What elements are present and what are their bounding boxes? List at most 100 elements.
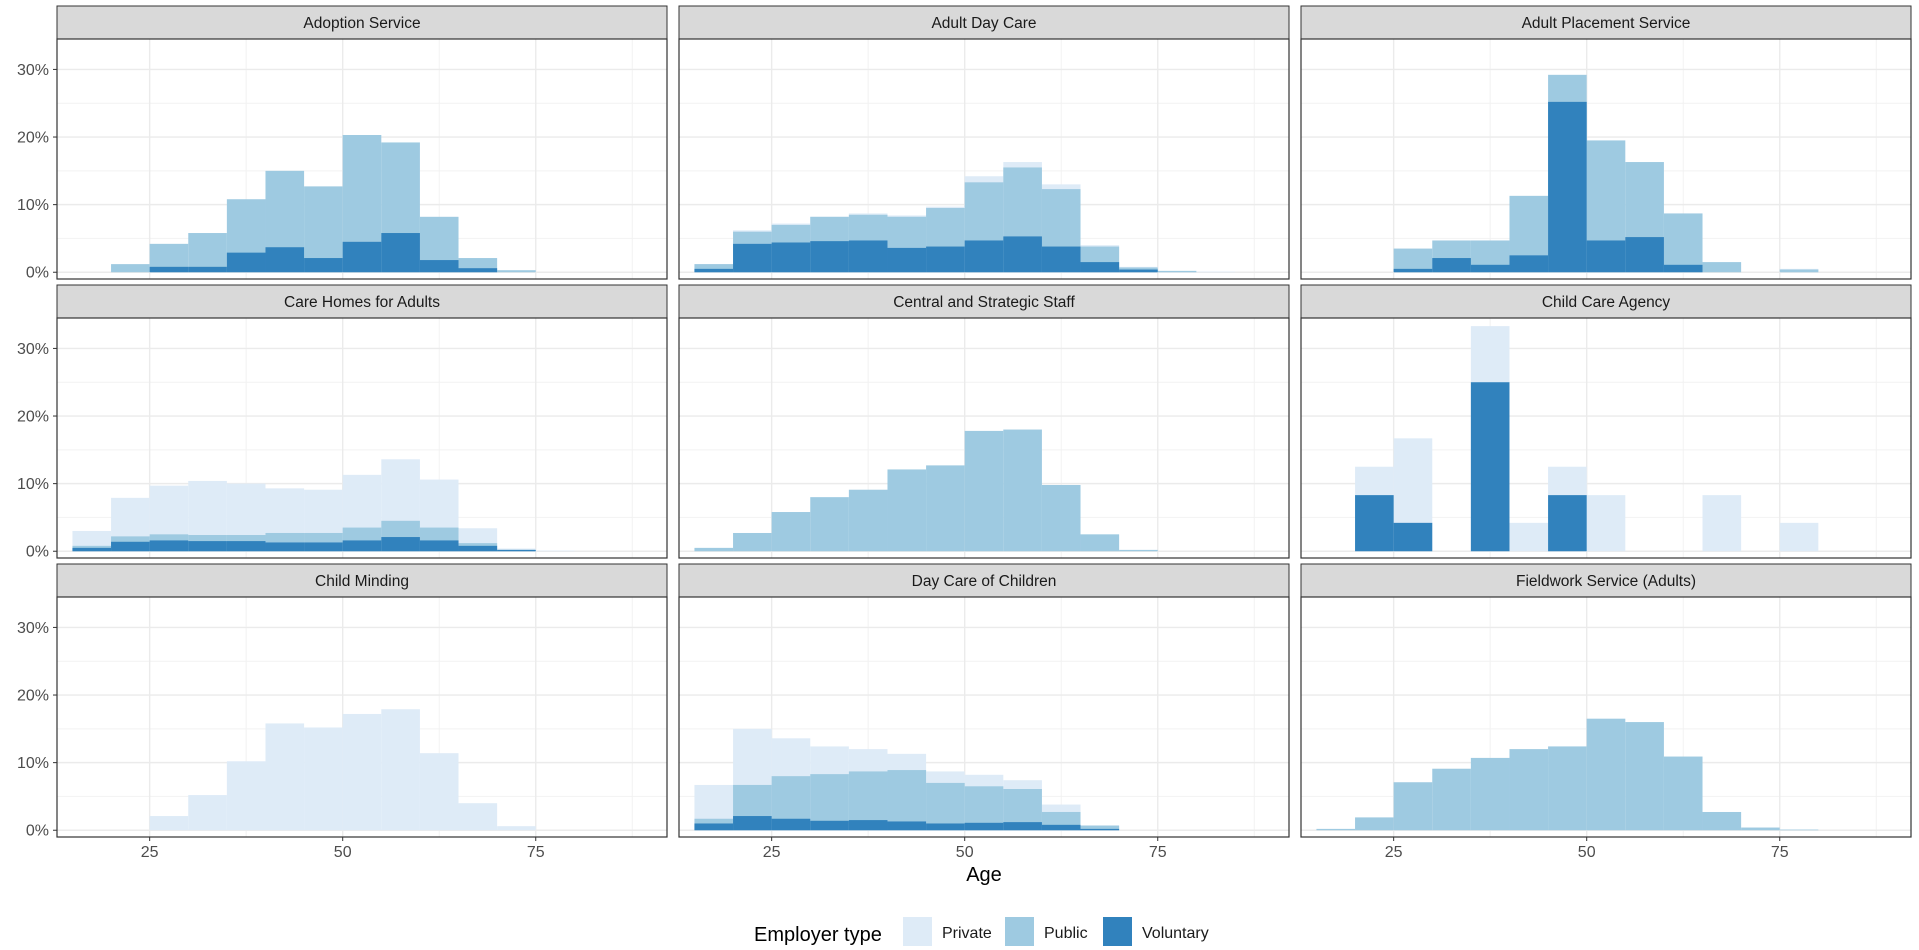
y-tick-label: 0% <box>26 823 49 840</box>
histogram-bar <box>1393 268 1433 273</box>
bars <box>111 135 536 273</box>
facet-title: Day Care of Children <box>912 573 1057 590</box>
histogram-bar <box>1509 522 1549 552</box>
histogram-bar <box>381 709 420 831</box>
histogram-bar <box>694 823 734 831</box>
histogram-bar <box>1393 522 1433 552</box>
histogram-bar <box>419 260 459 273</box>
legend-items: Private Public Voluntary <box>903 917 1209 946</box>
x-tick-label: 50 <box>334 844 352 861</box>
histogram-bar <box>1119 549 1158 552</box>
y-tick-label: 10% <box>17 476 49 493</box>
histogram-bar <box>419 540 459 552</box>
facet-title: Adoption Service <box>303 15 420 32</box>
histogram-bar <box>1779 829 1819 831</box>
facet-strip <box>56 563 668 598</box>
histogram-bar <box>188 233 227 273</box>
histogram-bar <box>1196 271 1235 273</box>
histogram-bar <box>964 822 1004 831</box>
histogram-bar <box>149 540 189 552</box>
histogram-bar <box>1663 756 1703 831</box>
histogram-bar <box>1393 248 1433 273</box>
histogram-bar <box>733 243 772 273</box>
y-tick-label: 10% <box>17 755 49 772</box>
histogram-bar <box>1702 811 1742 831</box>
histogram-bar <box>1548 101 1587 273</box>
histogram-bar <box>342 713 382 831</box>
facet-strip <box>56 284 668 319</box>
bars <box>149 709 536 831</box>
histogram-bar <box>1509 255 1549 273</box>
legend-key <box>1103 917 1132 946</box>
histogram-bar <box>188 541 227 552</box>
histogram-bar <box>265 247 305 273</box>
legend-label: Private <box>942 925 992 942</box>
panel-border <box>56 38 668 280</box>
facet-panel: Child Care Agency <box>1300 284 1912 559</box>
histogram-bar <box>149 816 189 831</box>
legend-key <box>903 917 932 946</box>
facet-panel: Day Care of Children 25 50 75 <box>678 563 1290 861</box>
histogram-bar <box>848 240 888 273</box>
histogram-bar <box>694 268 734 273</box>
histogram-bar <box>1041 484 1081 552</box>
histogram-bar <box>926 465 965 552</box>
facet-title: Adult Placement Service <box>1522 15 1691 32</box>
histogram-bar <box>226 761 266 831</box>
x-tick-label: 25 <box>1385 844 1403 861</box>
histogram-bar <box>1702 262 1742 273</box>
histogram-bar <box>265 723 305 831</box>
histogram-bar <box>188 266 227 273</box>
panel-border <box>678 38 1290 280</box>
histogram-bar <box>926 246 965 273</box>
y-tick-label: 30% <box>17 620 49 637</box>
x-tick-label: 25 <box>141 844 159 861</box>
panel-border <box>56 596 668 838</box>
y-tick-label: 20% <box>17 130 49 147</box>
histogram-bar <box>497 826 536 831</box>
y-tick-label: 20% <box>17 688 49 705</box>
histogram-bar <box>1470 757 1510 831</box>
histogram-bar <box>535 550 575 552</box>
histogram-bar <box>810 820 849 831</box>
histogram-bar <box>771 512 811 552</box>
histogram-bar <box>694 264 734 273</box>
facet-panel: Adult Day Care <box>678 5 1290 280</box>
facet-strip <box>1300 563 1912 598</box>
facet-strip <box>678 284 1290 319</box>
histogram-bar <box>342 540 382 552</box>
bars <box>1316 718 1819 831</box>
histogram-bar <box>964 240 1004 273</box>
panel-border <box>678 317 1290 559</box>
histogram-bar <box>304 258 343 273</box>
facet-title: Central and Strategic Staff <box>893 294 1075 311</box>
y-tick-label: 20% <box>17 409 49 426</box>
histogram-bar <box>964 430 1004 552</box>
histogram-bar <box>265 542 305 552</box>
histogram-bar <box>1355 495 1394 552</box>
histogram-bar <box>1432 258 1471 273</box>
histogram-bar <box>1663 264 1703 273</box>
panel-border <box>678 596 1290 838</box>
histogram-bar <box>458 268 498 273</box>
histogram-bar <box>497 270 536 273</box>
histogram-bar <box>342 241 382 273</box>
panel-border <box>56 317 668 559</box>
facet-panel: Adult Placement Service <box>1300 5 1912 280</box>
histogram-bar <box>887 770 927 831</box>
histogram-bar <box>1548 495 1587 552</box>
histogram-bar <box>111 264 150 273</box>
histogram-bar <box>694 547 734 552</box>
histogram-bar <box>1003 429 1042 552</box>
histogram-bar <box>1586 240 1626 273</box>
histogram-bar <box>226 541 266 552</box>
histogram-bar <box>1586 495 1626 552</box>
facet-panel: Fieldwork Service (Adults) 25 50 75 <box>1300 563 1912 861</box>
histogram-bar <box>733 532 772 552</box>
y-tick-label: 0% <box>26 265 49 282</box>
facet-title: Fieldwork Service (Adults) <box>1516 573 1696 590</box>
histogram-bar <box>458 545 498 552</box>
histogram-bar <box>1625 237 1664 273</box>
histogram-bar <box>1432 768 1471 831</box>
facet-strip <box>678 5 1290 40</box>
